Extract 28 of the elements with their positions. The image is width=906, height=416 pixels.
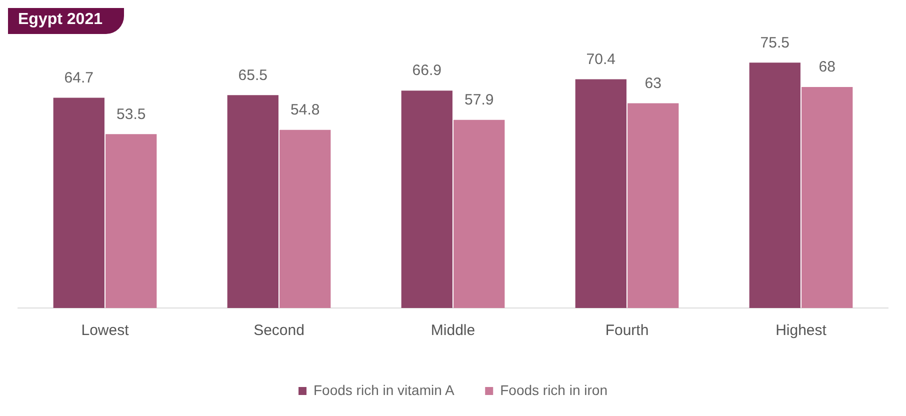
x-tick-label: Middle xyxy=(430,322,476,340)
data-label: 65.5 xyxy=(238,66,268,84)
x-tick-label: Lowest xyxy=(81,322,130,340)
data-label: 70.4 xyxy=(586,50,616,68)
data-label: 54.8 xyxy=(290,102,320,119)
data-label: 75.5 xyxy=(760,34,790,52)
bar xyxy=(454,120,505,308)
bar xyxy=(280,130,331,308)
x-tick-label: Fourth xyxy=(605,322,649,340)
x-tick-label: Highest xyxy=(776,322,828,340)
data-label: 68 xyxy=(818,58,836,76)
x-tick-label: Second xyxy=(254,322,304,340)
data-label: 53.5 xyxy=(116,106,146,123)
chart-title: Egypt 2021 xyxy=(8,8,124,34)
bar xyxy=(802,87,853,308)
bar xyxy=(575,79,626,308)
bar xyxy=(628,103,679,308)
legend-label: Foods rich in vitamin A xyxy=(314,382,456,398)
data-label: 64.7 xyxy=(64,69,94,86)
data-label: 57.9 xyxy=(464,91,494,108)
bar xyxy=(53,98,104,308)
bar xyxy=(227,95,278,308)
bar xyxy=(749,62,800,308)
data-label: 66.9 xyxy=(412,62,442,80)
bar xyxy=(401,90,452,308)
bar xyxy=(106,134,157,308)
data-label: 63 xyxy=(644,74,662,92)
legend-label: Foods rich in iron xyxy=(500,382,608,398)
